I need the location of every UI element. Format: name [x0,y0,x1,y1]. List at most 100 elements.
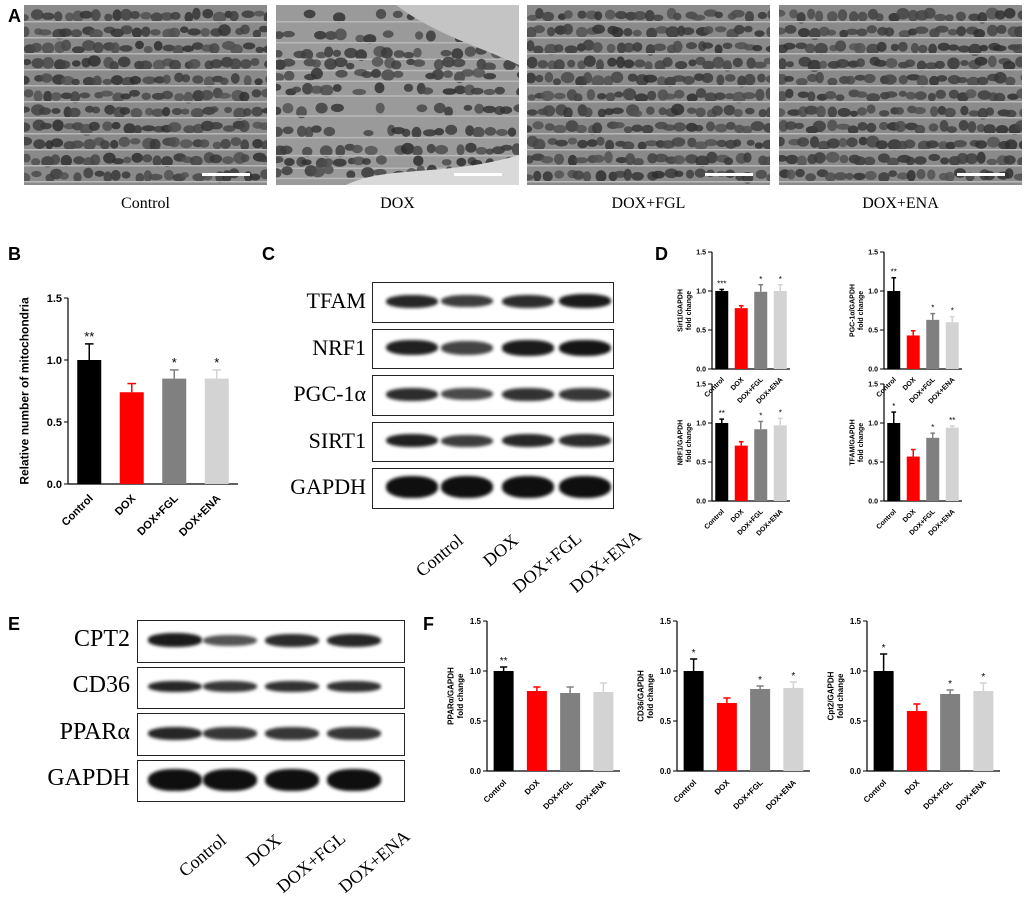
bar [493,671,514,771]
bar [873,671,894,771]
category-label: DOX+ENA [177,493,223,539]
bar [715,291,729,369]
blot-band [441,340,493,355]
bar [906,456,920,501]
blot-band [502,476,554,499]
bar [715,423,729,501]
y-tick-label: 0.5 [470,717,482,726]
bar [906,335,920,369]
y-tick-label: 1.5 [696,381,706,388]
y-tick-label: 1.5 [470,617,482,626]
category-label: Control [703,508,726,531]
category-label: DOX [113,492,139,518]
y-tick-label: 0.0 [868,498,878,505]
bar [773,425,787,501]
blot-row-label: PGC-1α [293,381,366,407]
y-axis-label: fold change [858,291,865,330]
bar [716,703,737,771]
y-tick-label: 1.0 [868,288,878,295]
blot-band [441,476,493,499]
blot-band [441,388,493,401]
category-label: Control [672,778,698,804]
micrograph-dox-fgl [527,5,770,185]
y-axis-label: NRF1/GAPDH [678,420,685,466]
y-tick-label: 0.0 [850,767,862,776]
blot-row-label: GAPDH [47,765,130,792]
significance-label: * [759,411,762,420]
blot-band [148,768,202,791]
y-axis-label: fold change [686,423,693,462]
y-tick-label: 0.5 [696,327,706,334]
blot-band [148,633,202,648]
blot-band [502,434,554,448]
bar [887,423,901,501]
y-tick-label: 0.5 [660,717,672,726]
bar [926,319,940,369]
category-label: DOX [730,376,746,392]
blot-row-label: CPT2 [73,625,130,652]
category-label: DOX+FGL [135,492,181,538]
significance-label: ** [719,409,725,418]
blot-band [559,476,611,499]
category-label: DOX+ENA [954,778,988,812]
y-tick-label: 1.0 [696,420,706,427]
significance-label: * [759,275,762,284]
y-tick-label: 0.5 [696,459,706,466]
significance-label: * [758,675,762,686]
y-axis-label: fold change [858,423,865,462]
micrograph-label-control: Control [121,195,170,212]
significance-label: * [931,304,934,313]
bar [593,692,614,771]
y-tick-label: 1.0 [850,667,862,676]
blot-band [203,634,257,646]
y-tick-label: 1.0 [47,355,62,367]
y-tick-label: 1.0 [470,667,482,676]
y-axis-label: Relative number of mitochondria [17,297,31,485]
micrograph-label-dox-fgl: DOX+FGL [611,195,686,212]
bar [773,291,787,369]
blot-band [386,340,438,356]
bar [906,711,927,771]
blot-band [203,768,257,791]
blot-band [502,339,554,356]
y-tick-label: 1.5 [660,617,672,626]
category-label: Control [60,493,96,529]
bar [683,671,704,771]
y-tick-label: 1.5 [868,249,878,256]
significance-label: ** [500,656,508,667]
bar [926,437,940,501]
y-tick-label: 0.5 [868,327,878,334]
y-axis-label: Sirt1/GAPDH [678,289,685,332]
bar [754,291,768,369]
y-axis-label: fold change [456,673,465,718]
significance-label: * [779,275,782,284]
y-tick-label: 0.0 [470,767,482,776]
significance-label: * [948,679,952,690]
blot-row-label: GAPDH [290,474,366,500]
bar [754,429,768,501]
blot-band [502,387,554,401]
scale-bar [454,173,502,176]
y-tick-label: 0.5 [850,717,862,726]
bar [77,360,102,484]
panel-letter-d: D [655,244,668,264]
panel-letter-e: E [8,614,21,634]
micrograph-dox [276,5,519,185]
category-label: DOX [713,778,732,797]
panel-letter-f: F [423,614,434,634]
category-label: Control [875,376,898,399]
blot-row-label: SIRT1 [308,427,366,453]
y-tick-label: 1.5 [868,381,878,388]
significance-label: * [214,355,219,370]
blot-band [559,387,611,401]
significance-label: * [892,402,895,411]
micrograph-control [24,5,267,185]
significance-label: * [951,307,954,316]
y-tick-label: 0.5 [47,417,62,429]
significance-label: * [791,671,795,682]
blot-band [265,726,319,740]
y-tick-label: 1.5 [47,293,62,305]
y-tick-label: 1.0 [696,288,706,295]
bar [973,691,994,771]
category-label: DOX [523,778,542,797]
